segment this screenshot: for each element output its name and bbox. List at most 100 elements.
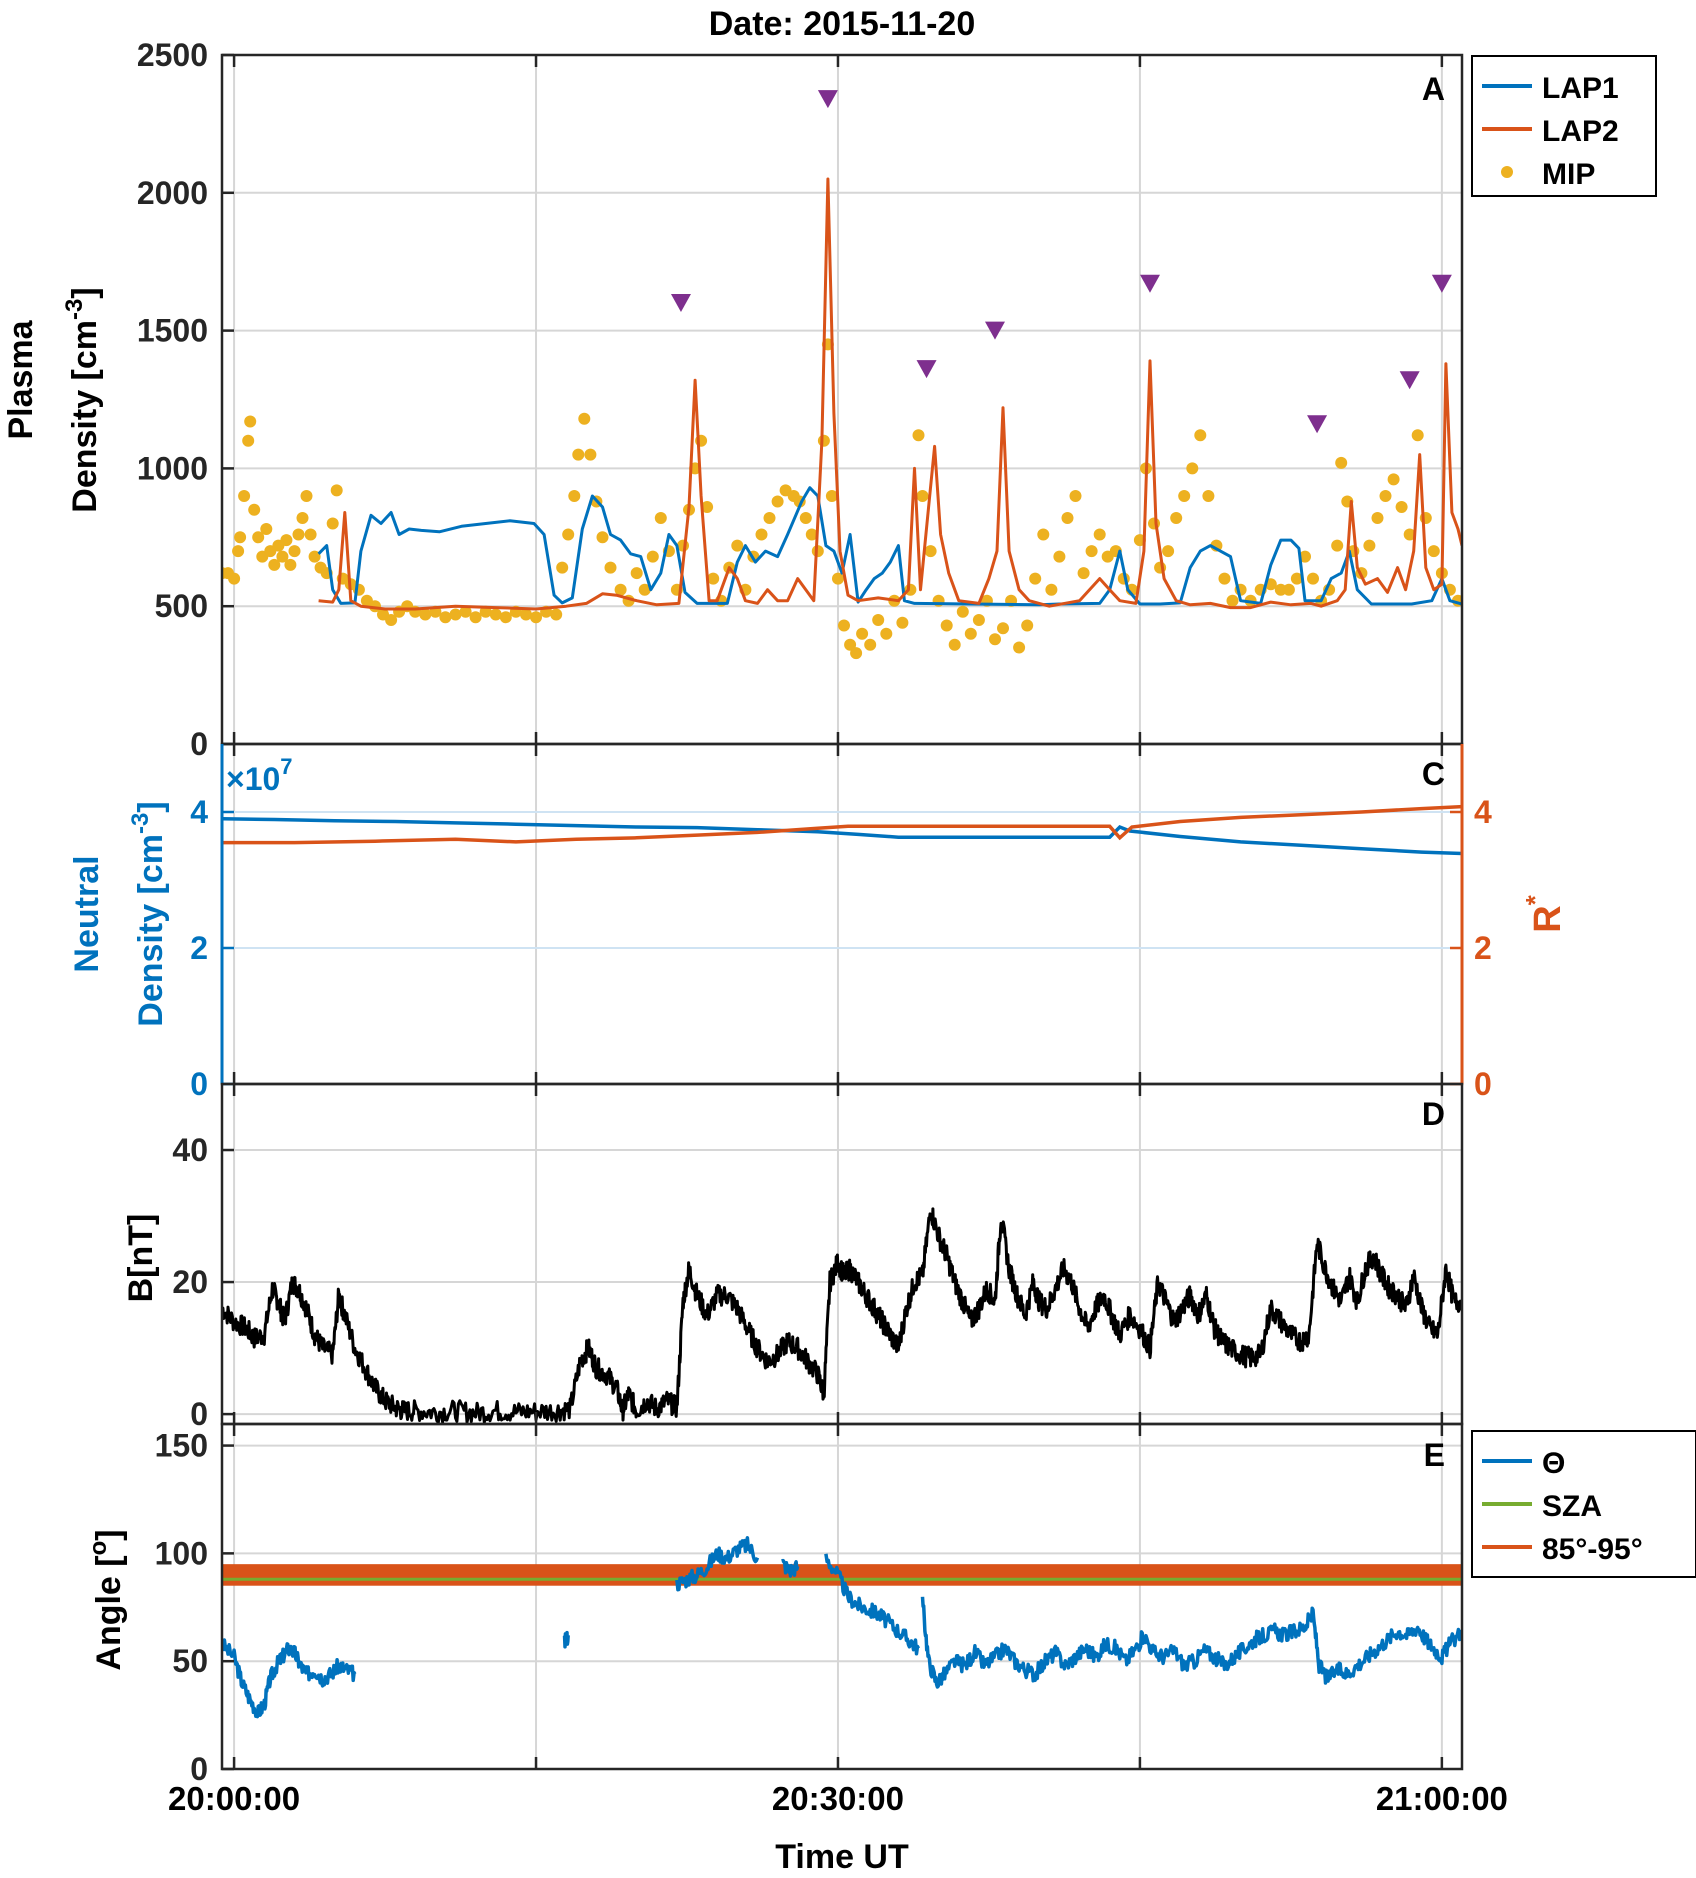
y-tick-label: 0 xyxy=(190,1396,208,1432)
mip-point xyxy=(1013,641,1026,654)
r-star-line xyxy=(222,804,1462,845)
mip-point xyxy=(838,619,850,632)
mip-point xyxy=(856,627,869,640)
mip-point xyxy=(832,572,844,585)
panel-c-multiplier-exp: 7 xyxy=(280,754,292,779)
mip-point xyxy=(646,550,659,563)
mip-point xyxy=(916,490,929,502)
panel-a-y-ticks: 0 500 1000 1500 2000 2500 xyxy=(137,37,234,762)
mip-point xyxy=(1029,572,1042,585)
mip-point xyxy=(972,614,985,626)
mip-point xyxy=(997,622,1009,635)
mip-point xyxy=(1069,490,1082,502)
mip-point xyxy=(1335,456,1348,469)
mip-point xyxy=(1162,545,1175,558)
mip-point xyxy=(872,614,885,626)
mip-point xyxy=(520,608,532,621)
mip-point xyxy=(296,512,309,524)
mip-point xyxy=(1395,501,1408,513)
lap2-line xyxy=(318,177,1462,611)
mip-point xyxy=(232,545,245,558)
panel-c-grid xyxy=(222,744,1462,1085)
panel-e-y-ticks: 0 50 100 150 xyxy=(155,1428,234,1787)
panel-c-ylabel-main: Density [cm xyxy=(132,834,170,1027)
panel-a-series xyxy=(222,90,1462,660)
mip-point xyxy=(1093,528,1106,541)
mip-point xyxy=(1379,490,1392,502)
panel-a-legend: LAP1 LAP2 MIP xyxy=(1471,55,1657,197)
legend-lap1-label: LAP1 xyxy=(1542,72,1619,105)
legend-mip-label: MIP xyxy=(1542,158,1595,191)
panel-a-grid xyxy=(222,54,1462,745)
panel-e-ylabel-main: Angle [ xyxy=(90,1555,128,1670)
legend-theta-label: Θ xyxy=(1542,1447,1565,1480)
mip-point xyxy=(940,619,953,632)
y-tick-label: 2000 xyxy=(137,175,208,211)
mip-point xyxy=(449,608,462,621)
y-tick-label: 20 xyxy=(172,1264,208,1300)
y-tick-label: 2 xyxy=(1474,930,1492,966)
y-tick-label: 40 xyxy=(172,1132,208,1168)
mip-point xyxy=(964,627,977,640)
panel-c-letter: C xyxy=(1422,756,1445,792)
y-tick-label: 2 xyxy=(190,930,208,966)
mip-point xyxy=(228,572,241,585)
neutral-density-line xyxy=(222,817,1462,856)
mip-point xyxy=(1331,539,1344,552)
mip-point xyxy=(439,611,452,624)
mip-point xyxy=(568,490,581,502)
mip-point xyxy=(260,523,273,535)
panel-a-ylabel-line1: Plasma xyxy=(2,319,40,439)
mip-point xyxy=(1282,583,1295,596)
panel-c-right-label-main: R xyxy=(1527,905,1569,932)
mip-point xyxy=(292,528,305,541)
panel-c-multiplier: ×107 xyxy=(226,754,293,797)
mip-point xyxy=(326,517,339,530)
mip-point xyxy=(817,434,830,447)
mip-point xyxy=(1202,490,1215,502)
mip-point xyxy=(499,611,512,624)
y-tick-label: 0 xyxy=(190,1066,208,1102)
mip-point xyxy=(1411,429,1424,442)
mip-point xyxy=(556,561,569,574)
y-tick-label: 4 xyxy=(190,794,208,830)
panel-d-grid xyxy=(222,1084,1462,1424)
mip-point xyxy=(550,608,563,621)
mip-point xyxy=(924,545,937,558)
panel-c-right-label: R* xyxy=(1520,894,1569,932)
mip-point xyxy=(469,611,482,624)
panel-c-y-ticks: 0 2 4 0 2 4 xyxy=(190,794,1492,1102)
x-axis-ticks: 20:00:00 20:30:00 21:00:00 xyxy=(168,55,1508,1817)
mip-point xyxy=(755,528,768,541)
legend-mip-swatch xyxy=(1501,166,1513,178)
mip-point xyxy=(280,534,293,547)
panel-c-ylabel-line2: Density [cm-3] xyxy=(127,801,170,1026)
mip-point xyxy=(1186,462,1199,475)
panel-a-ylabel-main: Density [cm xyxy=(66,320,104,513)
mip-point xyxy=(1226,594,1239,607)
y-tick-label: 0 xyxy=(1474,1066,1492,1102)
panel-c-ylabel-line1: Neutral xyxy=(68,855,106,972)
theta-line xyxy=(824,1553,921,1656)
mip-point xyxy=(948,638,961,651)
mip-point xyxy=(1363,539,1376,552)
mip-point xyxy=(572,448,585,461)
panel-e-ylabel: Angle [o] xyxy=(85,1529,128,1670)
y-tick-label: 2500 xyxy=(137,37,208,73)
mip-point xyxy=(300,490,313,502)
lap1-line xyxy=(317,486,1462,607)
mip-point xyxy=(1170,512,1183,524)
panel-c-ylabel-sup: -3 xyxy=(127,813,154,834)
mip-point xyxy=(864,638,877,651)
mip-point xyxy=(1307,572,1319,585)
mip-point xyxy=(244,415,257,428)
legend-sza-label: SZA xyxy=(1542,1490,1602,1523)
mip-point xyxy=(825,490,838,502)
mip-point xyxy=(771,495,784,508)
y-tick-label: 1000 xyxy=(137,450,208,486)
y-tick-label: 500 xyxy=(155,588,208,624)
mip-point xyxy=(489,608,502,621)
mip-point xyxy=(1299,550,1311,563)
mip-point xyxy=(1053,550,1066,563)
